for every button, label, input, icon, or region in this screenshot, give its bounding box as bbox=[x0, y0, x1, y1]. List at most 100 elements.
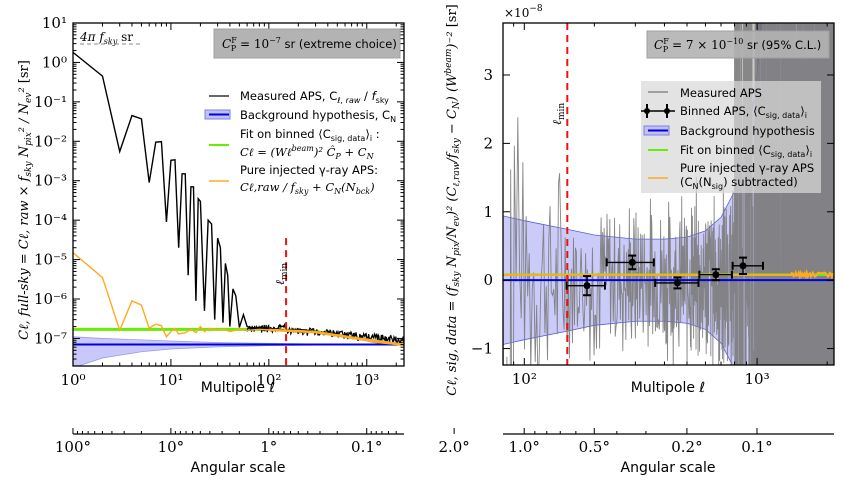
right-box-unit: sr (95% C.L.) bbox=[743, 38, 821, 52]
right-plot-area bbox=[503, 23, 834, 365]
right-frame bbox=[502, 22, 835, 366]
corner-text: 4π f bbox=[79, 30, 106, 44]
y-tick-label: 10¹ bbox=[42, 14, 67, 32]
legend-label-fit-formula: Cℓ = (Wℓbeam)² ĈP + CN bbox=[240, 144, 375, 161]
binned-point bbox=[654, 276, 700, 290]
legend-label-injected-2: (CN(Nsig) subtracted) bbox=[680, 175, 798, 191]
binned-marker bbox=[739, 262, 747, 270]
left-box-sub: P bbox=[231, 44, 237, 53]
injected-thick bbox=[268, 328, 404, 347]
angular-tick-label: 2.0° bbox=[438, 438, 469, 456]
binned-point bbox=[565, 275, 606, 297]
y-tick-label: 10⁻⁴ bbox=[34, 211, 67, 229]
corner-label: 4π fsky sr bbox=[79, 30, 140, 46]
x-tick-label: 10⁰ bbox=[60, 371, 85, 389]
left-panel: 10⁰ 10¹ 10² 10³ 10¹ 10⁰ 10⁻¹ 10⁻² 10⁻³ 10⁻⁴ 10⁻⁵ 10… bbox=[17, 14, 405, 476]
angular-tick-label: 0.2° bbox=[671, 438, 702, 456]
left-box-rest: = 10 bbox=[236, 37, 269, 51]
left-box-sup: F bbox=[231, 36, 237, 45]
x-tick-label: 10¹ bbox=[158, 371, 183, 389]
left-info-box: CF P = 10−7 sr (extreme choice) bbox=[213, 28, 401, 59]
left-frame bbox=[72, 22, 405, 367]
svg-text:CFP = 7 × 10−10 sr (95% C.L.): CF P = 7 × 10−10 sr (95% C.L.) bbox=[654, 37, 821, 54]
right-info-bg bbox=[646, 30, 830, 59]
left-angular-ticks: 100° 10° 1° 0.1° bbox=[55, 428, 397, 456]
left-ticks: 10⁰ 10¹ 10² 10³ 10¹ 10⁰ 10⁻¹ 10⁻² 10⁻³ 10⁻⁴ 10⁻⁵ 10… bbox=[34, 14, 404, 389]
binned-point bbox=[731, 256, 764, 276]
right-box-exp: −10 bbox=[726, 37, 743, 46]
y-tick-label: 10⁻² bbox=[34, 132, 67, 150]
x-tick-label: 10² bbox=[256, 371, 281, 389]
binned-point bbox=[698, 268, 733, 282]
right-lmin-label: ℓmin bbox=[550, 103, 567, 125]
legend-label-measured: Measured APS, Cℓ, raw / fsky bbox=[240, 89, 389, 105]
right-legend: Measured APS Binned APS, ⟨Csig, data⟩i B… bbox=[641, 81, 821, 193]
left-y-axis-label: Cℓ, full-sky = Cℓ, raw × fsky Npix² / Ne… bbox=[17, 60, 34, 340]
y-tick-label: 2 bbox=[483, 134, 493, 152]
right-angular-ticks: 2.0° 1.0° 0.5° 0.2° 0.1° bbox=[438, 428, 773, 456]
legend-label-injected: Pure injected γ-ray APS bbox=[680, 161, 814, 175]
binned-marker bbox=[583, 282, 591, 290]
left-lmin-label: ℓmin bbox=[273, 263, 290, 285]
corner-sub: sky bbox=[104, 37, 118, 46]
y-tick-label: 10⁻³ bbox=[34, 172, 67, 190]
left-angular-axis-title: Angular scale bbox=[191, 460, 286, 476]
angular-tick-label: 0.1° bbox=[741, 438, 772, 456]
left-box-exp: −7 bbox=[269, 36, 281, 45]
legend-label-measured: Measured APS bbox=[680, 86, 762, 100]
left-plot-area bbox=[73, 51, 404, 366]
legend-label-injected-formula: Cℓ,raw / fsky + CN(Nbck) bbox=[240, 180, 375, 196]
y-tick-label: 10⁻¹ bbox=[34, 93, 67, 111]
corner-unit: sr bbox=[117, 30, 133, 44]
y-tick-label: 10⁻⁵ bbox=[34, 251, 67, 269]
svg-text:4π fsky sr: 4π fsky sr bbox=[79, 30, 133, 46]
binned-marker bbox=[628, 258, 636, 266]
legend-label-injected: Pure injected γ-ray APS: bbox=[240, 163, 378, 177]
y-tick-label: 10⁻⁷ bbox=[34, 329, 67, 347]
y-tick-label: 3 bbox=[483, 66, 493, 84]
y-tick-label: 10⁻⁶ bbox=[34, 290, 67, 308]
binned-marker bbox=[673, 279, 681, 287]
right-box-sup: F bbox=[663, 37, 669, 46]
binned-marker bbox=[712, 271, 720, 279]
left-x-axis-title: Multipole ℓ bbox=[201, 380, 275, 396]
y-multiplier: ×10−8 bbox=[504, 4, 543, 20]
svg-text:CFP = 10−7 sr (extreme choice): CF P = 10−7 sr (extreme choice) bbox=[222, 36, 397, 53]
y-tick-label: 10⁰ bbox=[42, 53, 67, 71]
y-tick-label: 1 bbox=[483, 203, 493, 221]
right-box-rest: = 7 × 10 bbox=[668, 38, 726, 52]
legend-label-binned: Binned APS, ⟨Csig, data⟩i bbox=[680, 104, 807, 120]
legend-swatch-binned bbox=[641, 104, 675, 118]
angular-tick-label: 1.0° bbox=[509, 438, 540, 456]
angular-tick-label: 100° bbox=[55, 438, 91, 456]
left-info-bg bbox=[213, 28, 401, 59]
x-tick-label: 10³ bbox=[745, 370, 770, 388]
angular-tick-label: 0.1° bbox=[351, 438, 382, 456]
left-box-c: C bbox=[222, 37, 231, 51]
right-info-box: CF P = 7 × 10−10 sr (95% C.L.) bbox=[646, 30, 830, 59]
y-tick-label: −1 bbox=[471, 340, 493, 358]
legend-label-background: Background hypothesis bbox=[680, 124, 815, 138]
y-tick-label: 0 bbox=[483, 271, 493, 289]
injected-line bbox=[73, 252, 404, 346]
x-tick-label: 10² bbox=[512, 370, 537, 388]
right-box-c: C bbox=[654, 38, 663, 52]
injected-line bbox=[503, 268, 834, 281]
legend-label-background: Background hypothesis, CN bbox=[240, 108, 396, 124]
angular-tick-label: 1° bbox=[260, 438, 277, 456]
right-legend-bg bbox=[641, 81, 821, 193]
right-y-axis-label: Cℓ, sig, data = (fsky Npix/Nev)² (Cℓ,raw… bbox=[444, 4, 462, 395]
legend-label-fit: Fit on binned ⟨Csig, data⟩i : bbox=[240, 127, 380, 143]
left-box-unit: sr (extreme choice) bbox=[281, 37, 397, 51]
background-band bbox=[73, 336, 404, 366]
right-angular-axis-title: Angular scale bbox=[621, 460, 716, 476]
binned-point bbox=[605, 254, 655, 271]
legend-label-fit: Fit on binned ⟨Csig, data⟩i bbox=[680, 143, 812, 159]
x-tick-label: 10³ bbox=[354, 371, 379, 389]
angular-tick-label: 0.5° bbox=[579, 438, 610, 456]
right-box-sub: P bbox=[663, 45, 669, 54]
right-x-axis-title: Multipole ℓ bbox=[631, 380, 705, 396]
